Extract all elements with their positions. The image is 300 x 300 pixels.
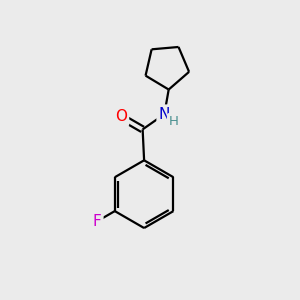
Text: O: O — [115, 110, 127, 124]
Text: H: H — [169, 115, 179, 128]
Text: N: N — [159, 107, 170, 122]
Text: F: F — [93, 214, 101, 229]
